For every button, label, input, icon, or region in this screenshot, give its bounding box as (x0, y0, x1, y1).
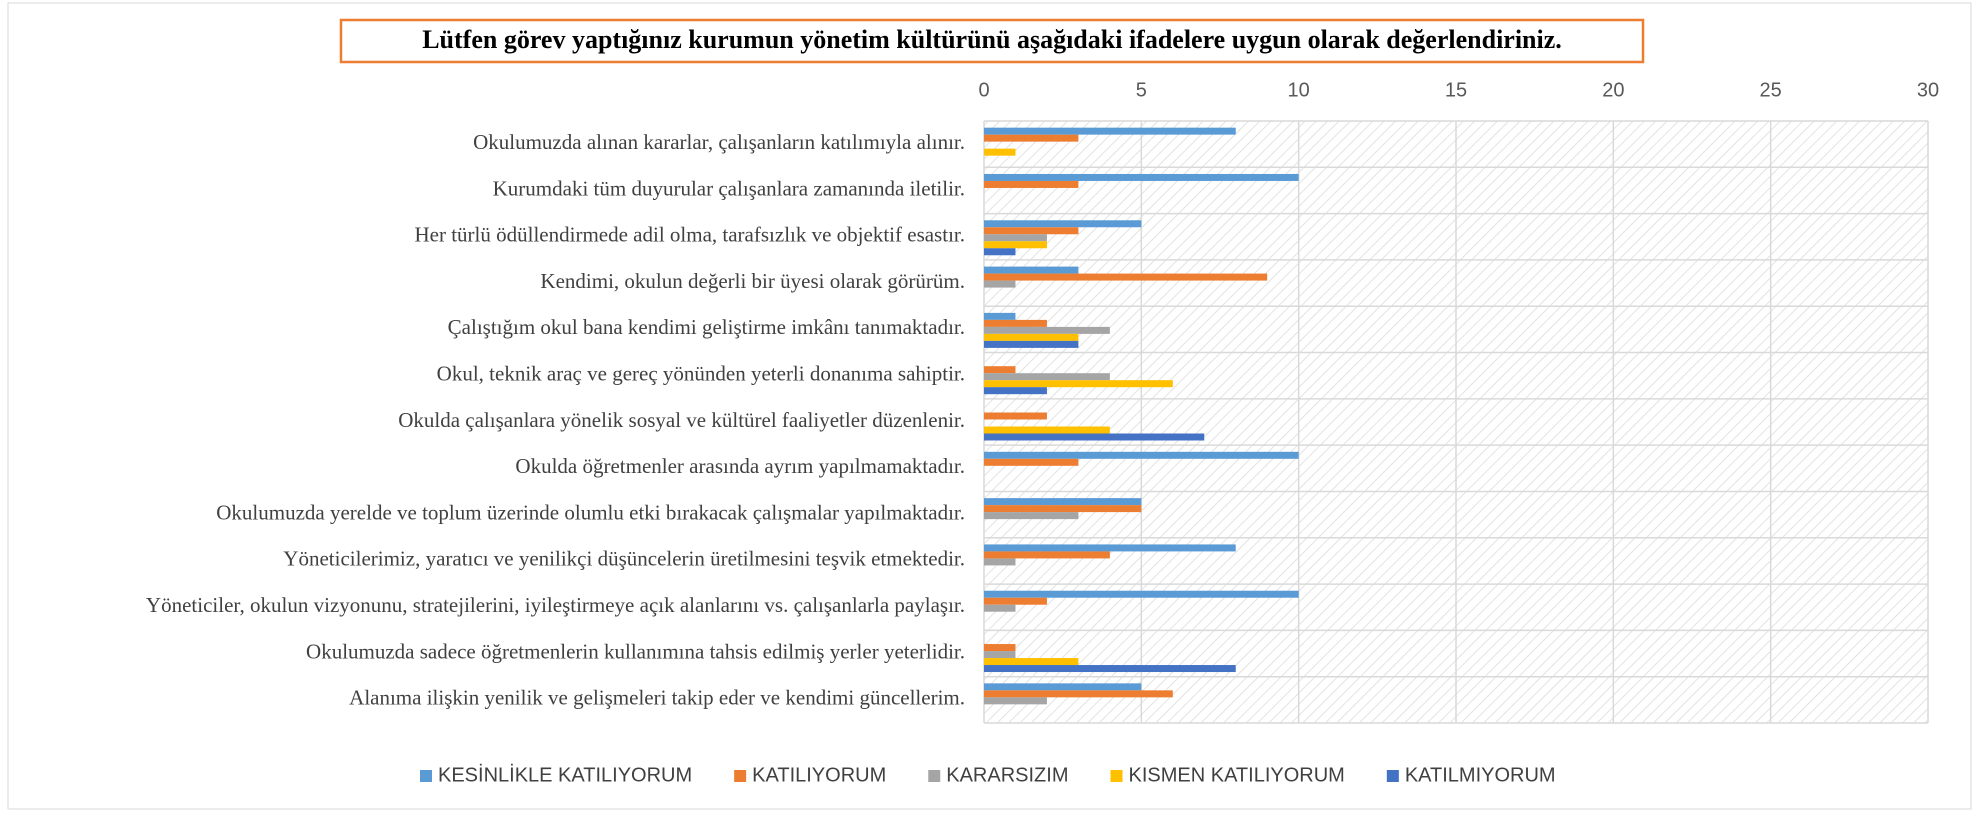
bar (984, 319, 1047, 327)
bar (984, 433, 1205, 441)
y-tick-label: Yöneticiler, okulun vizyonunu, stratejil… (146, 593, 965, 617)
bar (984, 312, 1016, 320)
bar (984, 658, 1079, 666)
y-tick-label: Okulda öğretmenler arasında ayrım yapılm… (515, 454, 965, 478)
y-tick-label: Alanıma ilişkin yenilik ve gelişmeleri t… (349, 686, 965, 710)
bar (984, 173, 1299, 181)
y-tick-label: Okulumuzda yerelde ve toplum üzerinde ol… (216, 500, 965, 524)
legend-label: KARARSIZIM (946, 764, 1068, 786)
y-tick-label: Yöneticilerimiz, yaratıcı ve yenilikçi d… (283, 547, 965, 571)
bar (984, 280, 1016, 288)
bar (984, 665, 1236, 673)
bar (984, 458, 1079, 466)
x-tick-label: 5 (1136, 79, 1147, 101)
bar (984, 380, 1173, 388)
bar (984, 597, 1047, 605)
legend-label: KESİNLİKLE KATILIYORUM (438, 763, 692, 786)
bar (984, 180, 1079, 188)
bar (984, 220, 1142, 228)
bar (984, 558, 1016, 566)
bar (984, 227, 1079, 235)
bar (984, 148, 1016, 156)
legend-swatch (928, 770, 941, 782)
legend-label: KISMEN KATILIYORUM (1129, 764, 1345, 786)
legend-label: KATILMIYORUM (1405, 764, 1556, 786)
chart-title: Lütfen görev yaptığınız kurumun yönetim … (422, 25, 1562, 54)
bar (984, 505, 1142, 513)
bar (984, 266, 1079, 274)
x-tick-label: 20 (1602, 79, 1624, 101)
bar (984, 498, 1142, 506)
y-tick-label: Okulumuzda sadece öğretmenlerin kullanım… (306, 639, 965, 663)
bar (984, 451, 1299, 459)
legend-swatch (1110, 770, 1123, 782)
bar (984, 340, 1079, 348)
bar (984, 644, 1016, 652)
legend-swatch (1386, 770, 1399, 782)
y-tick-label: Kurumdaki tüm duyurular çalışanlara zama… (493, 176, 965, 200)
y-tick-label: Her türlü ödüllendirmede adil olma, tara… (414, 223, 965, 247)
bar (984, 127, 1236, 135)
x-tick-label: 25 (1760, 79, 1782, 101)
bar (984, 544, 1236, 552)
y-tick-label: Kendimi, okulun değerli bir üyesi olarak… (540, 269, 965, 293)
bar (984, 697, 1047, 705)
y-tick-label: Okulumuzda alınan kararlar, çalışanların… (473, 130, 965, 154)
x-tick-label: 0 (978, 79, 989, 101)
bar (984, 690, 1173, 698)
y-tick-label: Okul, teknik araç ve gereç yönünden yete… (437, 362, 965, 386)
bar (984, 512, 1079, 520)
bar (984, 366, 1016, 374)
bar (984, 604, 1016, 612)
bar (984, 373, 1110, 381)
bar (984, 683, 1142, 691)
bar (984, 551, 1110, 559)
legend-swatch (734, 770, 747, 782)
bar (984, 590, 1299, 598)
title-box (339, 18, 1645, 64)
bar (984, 234, 1047, 242)
bar (984, 412, 1047, 420)
legend-swatch (420, 770, 432, 782)
bar (984, 273, 1268, 281)
bar (984, 387, 1047, 395)
x-tick-label: 10 (1288, 79, 1310, 101)
x-tick-label: 30 (1917, 79, 1939, 101)
bar (984, 241, 1047, 249)
bar (984, 326, 1110, 334)
x-tick-label: 15 (1445, 79, 1467, 101)
bar (984, 333, 1079, 341)
bar (984, 134, 1079, 142)
bar (984, 426, 1110, 434)
y-tick-label: Okulda çalışanlara yönelik sosyal ve kül… (398, 408, 965, 432)
legend-label: KATILIYORUM (752, 764, 886, 786)
bar (984, 248, 1016, 256)
bar (984, 651, 1016, 659)
y-tick-label: Çalıştığım okul bana kendimi geliştirme … (448, 315, 965, 339)
